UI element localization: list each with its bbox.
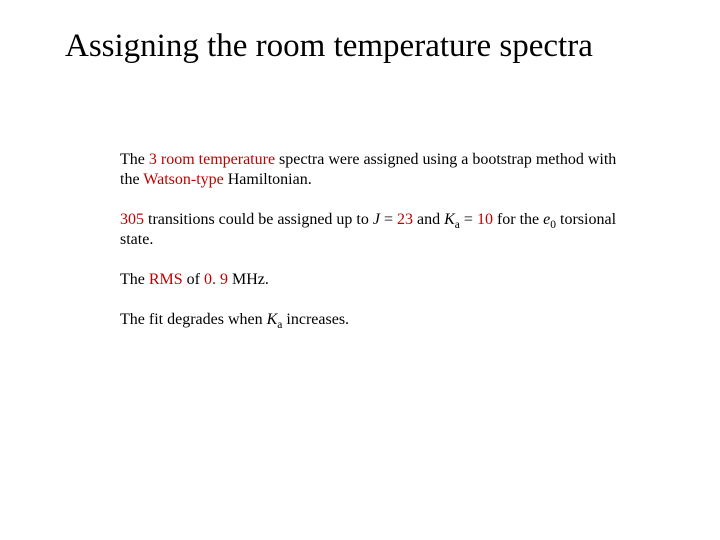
p4-text-2: increases. [282, 311, 349, 328]
p3-highlight-2: 0. 9 [204, 271, 228, 288]
p2-kvar: K [444, 211, 455, 228]
paragraph-3: The RMS of 0. 9 MHz. [120, 270, 620, 290]
p2-keq: = [460, 211, 477, 228]
p4-kvar: K [267, 311, 278, 328]
p3-highlight-1: RMS [149, 271, 183, 288]
p3-text-1: The [120, 271, 149, 288]
slide: Assigning the room temperature spectra T… [0, 0, 720, 540]
paragraph-2: 305 transitions could be assigned up to … [120, 210, 620, 250]
p1-highlight-1: 3 room temperature [149, 151, 275, 168]
p1-text-3: Hamiltonian. [224, 171, 312, 188]
p2-kval: 10 [477, 211, 493, 228]
p1-highlight-2: Watson-type [143, 171, 223, 188]
p2-jeq: = [380, 211, 397, 228]
p2-text-3: for the [493, 211, 543, 228]
p2-jval: 23 [397, 211, 413, 228]
slide-title: Assigning the room temperature spectra [65, 28, 680, 66]
paragraph-4: The fit degrades when Ka increases. [120, 310, 620, 330]
slide-body: The 3 room temperature spectra were assi… [120, 150, 620, 350]
p3-text-3: MHz. [228, 271, 269, 288]
paragraph-1: The 3 room temperature spectra were assi… [120, 150, 620, 190]
p2-highlight-1: 305 [120, 211, 144, 228]
p3-text-2: of [183, 271, 204, 288]
p1-text-1: The [120, 151, 149, 168]
p4-text-1: The fit degrades when [120, 311, 267, 328]
p2-text-2: and [413, 211, 444, 228]
p2-text-1: transitions could be assigned up to [144, 211, 373, 228]
p2-jvar: J [373, 211, 380, 228]
